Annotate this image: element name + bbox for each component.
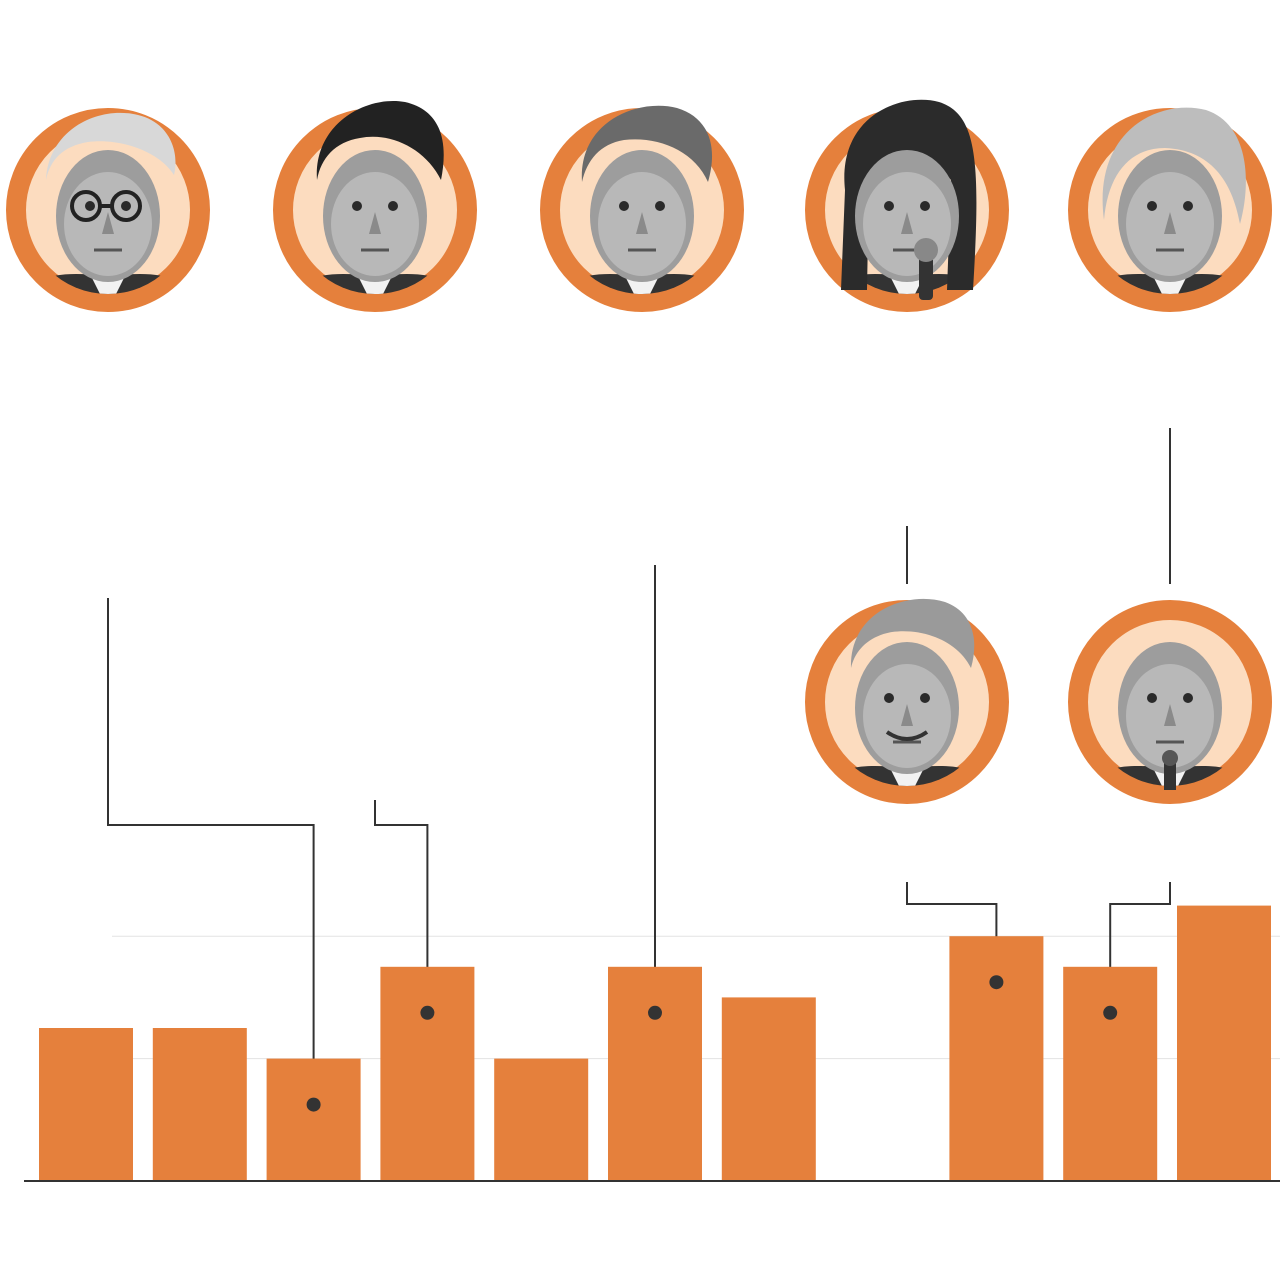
tall-man-smiling-portrait-icon	[805, 598, 1009, 804]
connector-dot-1	[306, 1097, 321, 1112]
bar-9	[949, 936, 1044, 1181]
connector-line-1	[107, 598, 315, 1105]
bar-7	[721, 997, 816, 1181]
connector-dot-4	[989, 975, 1004, 990]
elderly-man-glasses-portrait-icon	[6, 108, 210, 312]
bar-4	[380, 966, 475, 1181]
bar-10	[1063, 966, 1158, 1181]
gray-haired-man-portrait-icon	[540, 105, 744, 312]
bar-6	[608, 966, 702, 1181]
bar-1	[39, 1028, 133, 1181]
connector-lines	[107, 428, 1171, 1105]
woman-short-blonde-hair-portrait-icon	[1068, 107, 1272, 312]
bar-2	[152, 1028, 247, 1181]
woman-long-hair-microphone-portrait-icon	[805, 99, 1009, 312]
dark-haired-man-portrait-icon	[273, 100, 477, 312]
connector-dots	[306, 975, 1118, 1112]
bald-man-podium-portrait-icon	[1068, 600, 1272, 804]
bars	[39, 905, 1271, 1181]
connector-dot-3	[648, 1005, 662, 1020]
bar-5	[494, 1058, 589, 1181]
connector-dot-5	[1103, 1005, 1118, 1020]
bar-11	[1177, 905, 1271, 1181]
connector-dot-2	[420, 1005, 435, 1020]
connector-line-2	[374, 800, 429, 1013]
connector-line-5	[1109, 882, 1171, 1013]
bar-3	[266, 1058, 361, 1181]
